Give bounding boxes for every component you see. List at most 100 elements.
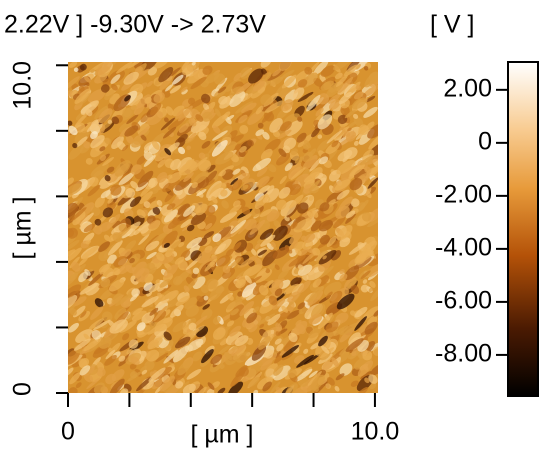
texture-blob	[212, 233, 222, 243]
texture-blob	[354, 316, 367, 331]
texture-blob	[175, 177, 192, 191]
texture-blob	[124, 95, 131, 102]
texture-blob	[148, 177, 158, 188]
y-tick-label: 10.0	[9, 61, 37, 110]
texture-blob	[279, 175, 287, 185]
texture-blob	[307, 370, 322, 386]
texture-blob	[68, 78, 77, 90]
texture-blob	[83, 333, 91, 341]
texture-blob	[274, 338, 282, 345]
texture-blob	[90, 68, 95, 73]
texture-blob	[157, 292, 163, 298]
texture-blob	[177, 133, 188, 143]
texture-blob	[195, 157, 208, 168]
texture-blob	[146, 251, 157, 260]
texture-blob	[366, 154, 378, 165]
texture-blob	[154, 298, 170, 308]
texture-blob	[94, 196, 105, 208]
texture-blob	[211, 140, 228, 157]
texture-blob	[308, 179, 321, 192]
texture-blob	[283, 137, 297, 150]
texture-blob	[163, 264, 179, 279]
texture-blob	[328, 94, 341, 104]
texture-blob	[172, 275, 183, 286]
texture-blob	[68, 349, 81, 365]
texture-blob	[360, 371, 372, 380]
texture-blob	[259, 208, 272, 218]
texture-blob	[256, 267, 267, 277]
texture-blob	[318, 335, 328, 347]
texture-blob	[302, 250, 317, 265]
texture-blob	[342, 155, 350, 163]
texture-blob	[303, 354, 320, 365]
texture-blob	[78, 358, 88, 369]
texture-blob	[279, 121, 292, 132]
texture-blob	[278, 62, 292, 71]
texture-blob	[346, 283, 353, 289]
texture-blob	[152, 206, 161, 215]
texture-blob	[197, 249, 212, 264]
texture-blob	[68, 202, 79, 216]
texture-blob	[233, 72, 242, 82]
texture-blob	[339, 273, 348, 282]
texture-blob	[172, 321, 187, 333]
texture-blob	[240, 184, 249, 191]
texture-blob	[95, 62, 113, 76]
texture-blob	[373, 309, 378, 317]
x-axis-label: [ µm ]	[190, 421, 253, 449]
texture-blob	[337, 149, 353, 162]
texture-blob	[293, 70, 309, 85]
texture-blob	[231, 344, 246, 356]
texture-blob	[239, 67, 252, 79]
texture-blob	[68, 120, 73, 126]
texture-blob	[262, 72, 272, 82]
texture-blob	[150, 103, 162, 116]
texture-blob	[148, 367, 166, 382]
texture-blob	[123, 221, 141, 236]
texture-blob	[174, 380, 190, 393]
texture-blob	[164, 84, 174, 92]
texture-blob	[169, 85, 182, 94]
texture-blob	[79, 63, 87, 71]
texture-blob	[136, 209, 146, 219]
texture-blob	[236, 351, 250, 363]
texture-blob	[102, 157, 115, 166]
texture-blob	[273, 220, 281, 228]
texture-blob	[365, 95, 376, 103]
texture-blob	[99, 221, 112, 232]
texture-blob	[78, 310, 91, 322]
texture-blob	[368, 208, 378, 222]
texture-blob	[212, 316, 221, 325]
texture-blob	[355, 350, 363, 358]
texture-blob	[258, 185, 271, 194]
texture-blob	[277, 268, 289, 280]
texture-blob	[326, 129, 343, 144]
texture-blob	[281, 74, 297, 89]
texture-blob	[191, 182, 198, 189]
texture-blob	[315, 107, 324, 117]
texture-blob	[111, 135, 124, 149]
texture-blob	[262, 381, 272, 392]
texture-blob	[359, 155, 376, 166]
texture-blob	[264, 100, 284, 113]
texture-blob	[196, 188, 207, 197]
x-tick-label: 0	[61, 418, 75, 446]
texture-blob	[187, 69, 206, 84]
texture-blob	[218, 344, 231, 355]
texture-blob	[229, 325, 241, 337]
texture-blob	[146, 80, 154, 87]
texture-blob	[260, 234, 276, 247]
texture-blob	[281, 344, 299, 358]
texture-blob	[275, 386, 283, 393]
texture-blob	[243, 93, 253, 101]
chart-title: 2.22V ] -9.30V -> 2.73V	[4, 11, 266, 39]
texture-blob	[303, 301, 310, 309]
texture-blob	[360, 284, 369, 293]
texture-blob	[284, 162, 293, 172]
texture-blob	[94, 218, 102, 226]
texture-blob	[333, 62, 351, 71]
texture-blob	[367, 177, 378, 189]
texture-blob	[301, 235, 307, 241]
texture-blob	[311, 127, 320, 138]
texture-blob	[71, 207, 87, 221]
